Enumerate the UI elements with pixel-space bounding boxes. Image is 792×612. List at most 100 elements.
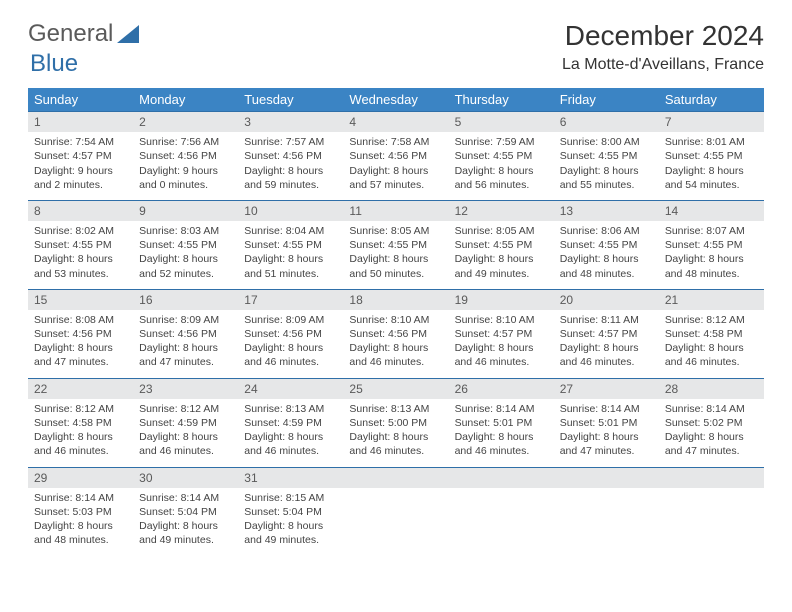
calendar-day-cell: 21Sunrise: 8:12 AMSunset: 4:58 PMDayligh… xyxy=(659,289,764,378)
calendar-day-cell: 5Sunrise: 7:59 AMSunset: 4:55 PMDaylight… xyxy=(449,112,554,201)
day-content: Sunrise: 7:57 AMSunset: 4:56 PMDaylight:… xyxy=(238,132,343,200)
day-number: 6 xyxy=(554,112,659,132)
calendar-day-cell: 25Sunrise: 8:13 AMSunset: 5:00 PMDayligh… xyxy=(343,378,448,467)
day-content: Sunrise: 8:14 AMSunset: 5:04 PMDaylight:… xyxy=(133,488,238,556)
calendar-week-row: 8Sunrise: 8:02 AMSunset: 4:55 PMDaylight… xyxy=(28,200,764,289)
day-content: Sunrise: 8:01 AMSunset: 4:55 PMDaylight:… xyxy=(659,132,764,200)
day-content: Sunrise: 8:09 AMSunset: 4:56 PMDaylight:… xyxy=(238,310,343,378)
calendar-day-cell: 13Sunrise: 8:06 AMSunset: 4:55 PMDayligh… xyxy=(554,200,659,289)
calendar-day-cell: 29Sunrise: 8:14 AMSunset: 5:03 PMDayligh… xyxy=(28,467,133,555)
calendar-day-cell: 8Sunrise: 8:02 AMSunset: 4:55 PMDaylight… xyxy=(28,200,133,289)
day-content: Sunrise: 7:56 AMSunset: 4:56 PMDaylight:… xyxy=(133,132,238,200)
day-number: 1 xyxy=(28,112,133,132)
day-number: 14 xyxy=(659,201,764,221)
day-content: Sunrise: 8:02 AMSunset: 4:55 PMDaylight:… xyxy=(28,221,133,289)
calendar-day-cell: 1Sunrise: 7:54 AMSunset: 4:57 PMDaylight… xyxy=(28,112,133,201)
day-content: Sunrise: 7:54 AMSunset: 4:57 PMDaylight:… xyxy=(28,132,133,200)
day-number: 3 xyxy=(238,112,343,132)
month-title: December 2024 xyxy=(562,20,764,52)
day-content xyxy=(554,488,659,548)
calendar-day-cell: 12Sunrise: 8:05 AMSunset: 4:55 PMDayligh… xyxy=(449,200,554,289)
calendar-week-row: 22Sunrise: 8:12 AMSunset: 4:58 PMDayligh… xyxy=(28,378,764,467)
day-number: 21 xyxy=(659,290,764,310)
calendar-day-cell: 10Sunrise: 8:04 AMSunset: 4:55 PMDayligh… xyxy=(238,200,343,289)
day-content: Sunrise: 8:11 AMSunset: 4:57 PMDaylight:… xyxy=(554,310,659,378)
day-content: Sunrise: 8:13 AMSunset: 4:59 PMDaylight:… xyxy=(238,399,343,467)
calendar-body: 1Sunrise: 7:54 AMSunset: 4:57 PMDaylight… xyxy=(28,112,764,556)
calendar-day-cell: 28Sunrise: 8:14 AMSunset: 5:02 PMDayligh… xyxy=(659,378,764,467)
day-number: 26 xyxy=(449,379,554,399)
day-number xyxy=(449,468,554,488)
day-number: 31 xyxy=(238,468,343,488)
day-content: Sunrise: 7:58 AMSunset: 4:56 PMDaylight:… xyxy=(343,132,448,200)
logo: General xyxy=(28,20,139,48)
weekday-header: Monday xyxy=(133,88,238,112)
day-number: 19 xyxy=(449,290,554,310)
calendar-day-cell: 9Sunrise: 8:03 AMSunset: 4:55 PMDaylight… xyxy=(133,200,238,289)
day-number: 4 xyxy=(343,112,448,132)
logo-text-2: Blue xyxy=(30,50,78,78)
day-number: 2 xyxy=(133,112,238,132)
day-number: 24 xyxy=(238,379,343,399)
day-content: Sunrise: 8:14 AMSunset: 5:03 PMDaylight:… xyxy=(28,488,133,556)
day-content xyxy=(343,488,448,548)
day-number: 23 xyxy=(133,379,238,399)
calendar-day-cell: 11Sunrise: 8:05 AMSunset: 4:55 PMDayligh… xyxy=(343,200,448,289)
day-content: Sunrise: 8:05 AMSunset: 4:55 PMDaylight:… xyxy=(343,221,448,289)
day-number xyxy=(659,468,764,488)
weekday-header: Wednesday xyxy=(343,88,448,112)
day-number: 20 xyxy=(554,290,659,310)
day-number: 11 xyxy=(343,201,448,221)
calendar-day-cell: 31Sunrise: 8:15 AMSunset: 5:04 PMDayligh… xyxy=(238,467,343,555)
day-number: 5 xyxy=(449,112,554,132)
header: General December 2024 La Motte-d'Aveilla… xyxy=(28,20,764,74)
day-number: 13 xyxy=(554,201,659,221)
day-number xyxy=(343,468,448,488)
day-number: 7 xyxy=(659,112,764,132)
day-content: Sunrise: 8:14 AMSunset: 5:01 PMDaylight:… xyxy=(449,399,554,467)
weekday-header: Friday xyxy=(554,88,659,112)
calendar-day-cell: 4Sunrise: 7:58 AMSunset: 4:56 PMDaylight… xyxy=(343,112,448,201)
day-content: Sunrise: 8:08 AMSunset: 4:56 PMDaylight:… xyxy=(28,310,133,378)
calendar-day-cell: 14Sunrise: 8:07 AMSunset: 4:55 PMDayligh… xyxy=(659,200,764,289)
day-content: Sunrise: 8:14 AMSunset: 5:02 PMDaylight:… xyxy=(659,399,764,467)
location-text: La Motte-d'Aveillans, France xyxy=(562,56,764,74)
weekday-header: Thursday xyxy=(449,88,554,112)
calendar-day-cell: 24Sunrise: 8:13 AMSunset: 4:59 PMDayligh… xyxy=(238,378,343,467)
calendar-day-cell: 23Sunrise: 8:12 AMSunset: 4:59 PMDayligh… xyxy=(133,378,238,467)
day-number: 30 xyxy=(133,468,238,488)
weekday-header: Saturday xyxy=(659,88,764,112)
calendar-day-cell: 18Sunrise: 8:10 AMSunset: 4:56 PMDayligh… xyxy=(343,289,448,378)
day-content: Sunrise: 7:59 AMSunset: 4:55 PMDaylight:… xyxy=(449,132,554,200)
calendar-day-cell: 15Sunrise: 8:08 AMSunset: 4:56 PMDayligh… xyxy=(28,289,133,378)
calendar-day-cell: 20Sunrise: 8:11 AMSunset: 4:57 PMDayligh… xyxy=(554,289,659,378)
day-content: Sunrise: 8:15 AMSunset: 5:04 PMDaylight:… xyxy=(238,488,343,556)
calendar-day-cell: 17Sunrise: 8:09 AMSunset: 4:56 PMDayligh… xyxy=(238,289,343,378)
day-content: Sunrise: 8:09 AMSunset: 4:56 PMDaylight:… xyxy=(133,310,238,378)
day-content: Sunrise: 8:04 AMSunset: 4:55 PMDaylight:… xyxy=(238,221,343,289)
calendar-day-cell: 3Sunrise: 7:57 AMSunset: 4:56 PMDaylight… xyxy=(238,112,343,201)
day-content xyxy=(449,488,554,548)
day-number: 10 xyxy=(238,201,343,221)
day-number: 25 xyxy=(343,379,448,399)
calendar-day-cell: 26Sunrise: 8:14 AMSunset: 5:01 PMDayligh… xyxy=(449,378,554,467)
calendar-day-cell: 2Sunrise: 7:56 AMSunset: 4:56 PMDaylight… xyxy=(133,112,238,201)
day-content: Sunrise: 8:10 AMSunset: 4:57 PMDaylight:… xyxy=(449,310,554,378)
calendar-day-cell: 19Sunrise: 8:10 AMSunset: 4:57 PMDayligh… xyxy=(449,289,554,378)
day-number: 9 xyxy=(133,201,238,221)
calendar-day-cell: 30Sunrise: 8:14 AMSunset: 5:04 PMDayligh… xyxy=(133,467,238,555)
calendar-day-cell xyxy=(554,467,659,555)
day-content: Sunrise: 8:07 AMSunset: 4:55 PMDaylight:… xyxy=(659,221,764,289)
day-content: Sunrise: 8:12 AMSunset: 4:58 PMDaylight:… xyxy=(28,399,133,467)
day-number: 12 xyxy=(449,201,554,221)
day-number: 17 xyxy=(238,290,343,310)
day-content: Sunrise: 8:12 AMSunset: 4:59 PMDaylight:… xyxy=(133,399,238,467)
calendar-day-cell xyxy=(449,467,554,555)
calendar-day-cell xyxy=(343,467,448,555)
day-content: Sunrise: 8:10 AMSunset: 4:56 PMDaylight:… xyxy=(343,310,448,378)
calendar-table: Sunday Monday Tuesday Wednesday Thursday… xyxy=(28,88,764,555)
calendar-week-row: 15Sunrise: 8:08 AMSunset: 4:56 PMDayligh… xyxy=(28,289,764,378)
calendar-week-row: 29Sunrise: 8:14 AMSunset: 5:03 PMDayligh… xyxy=(28,467,764,555)
day-number: 15 xyxy=(28,290,133,310)
calendar-day-cell: 27Sunrise: 8:14 AMSunset: 5:01 PMDayligh… xyxy=(554,378,659,467)
